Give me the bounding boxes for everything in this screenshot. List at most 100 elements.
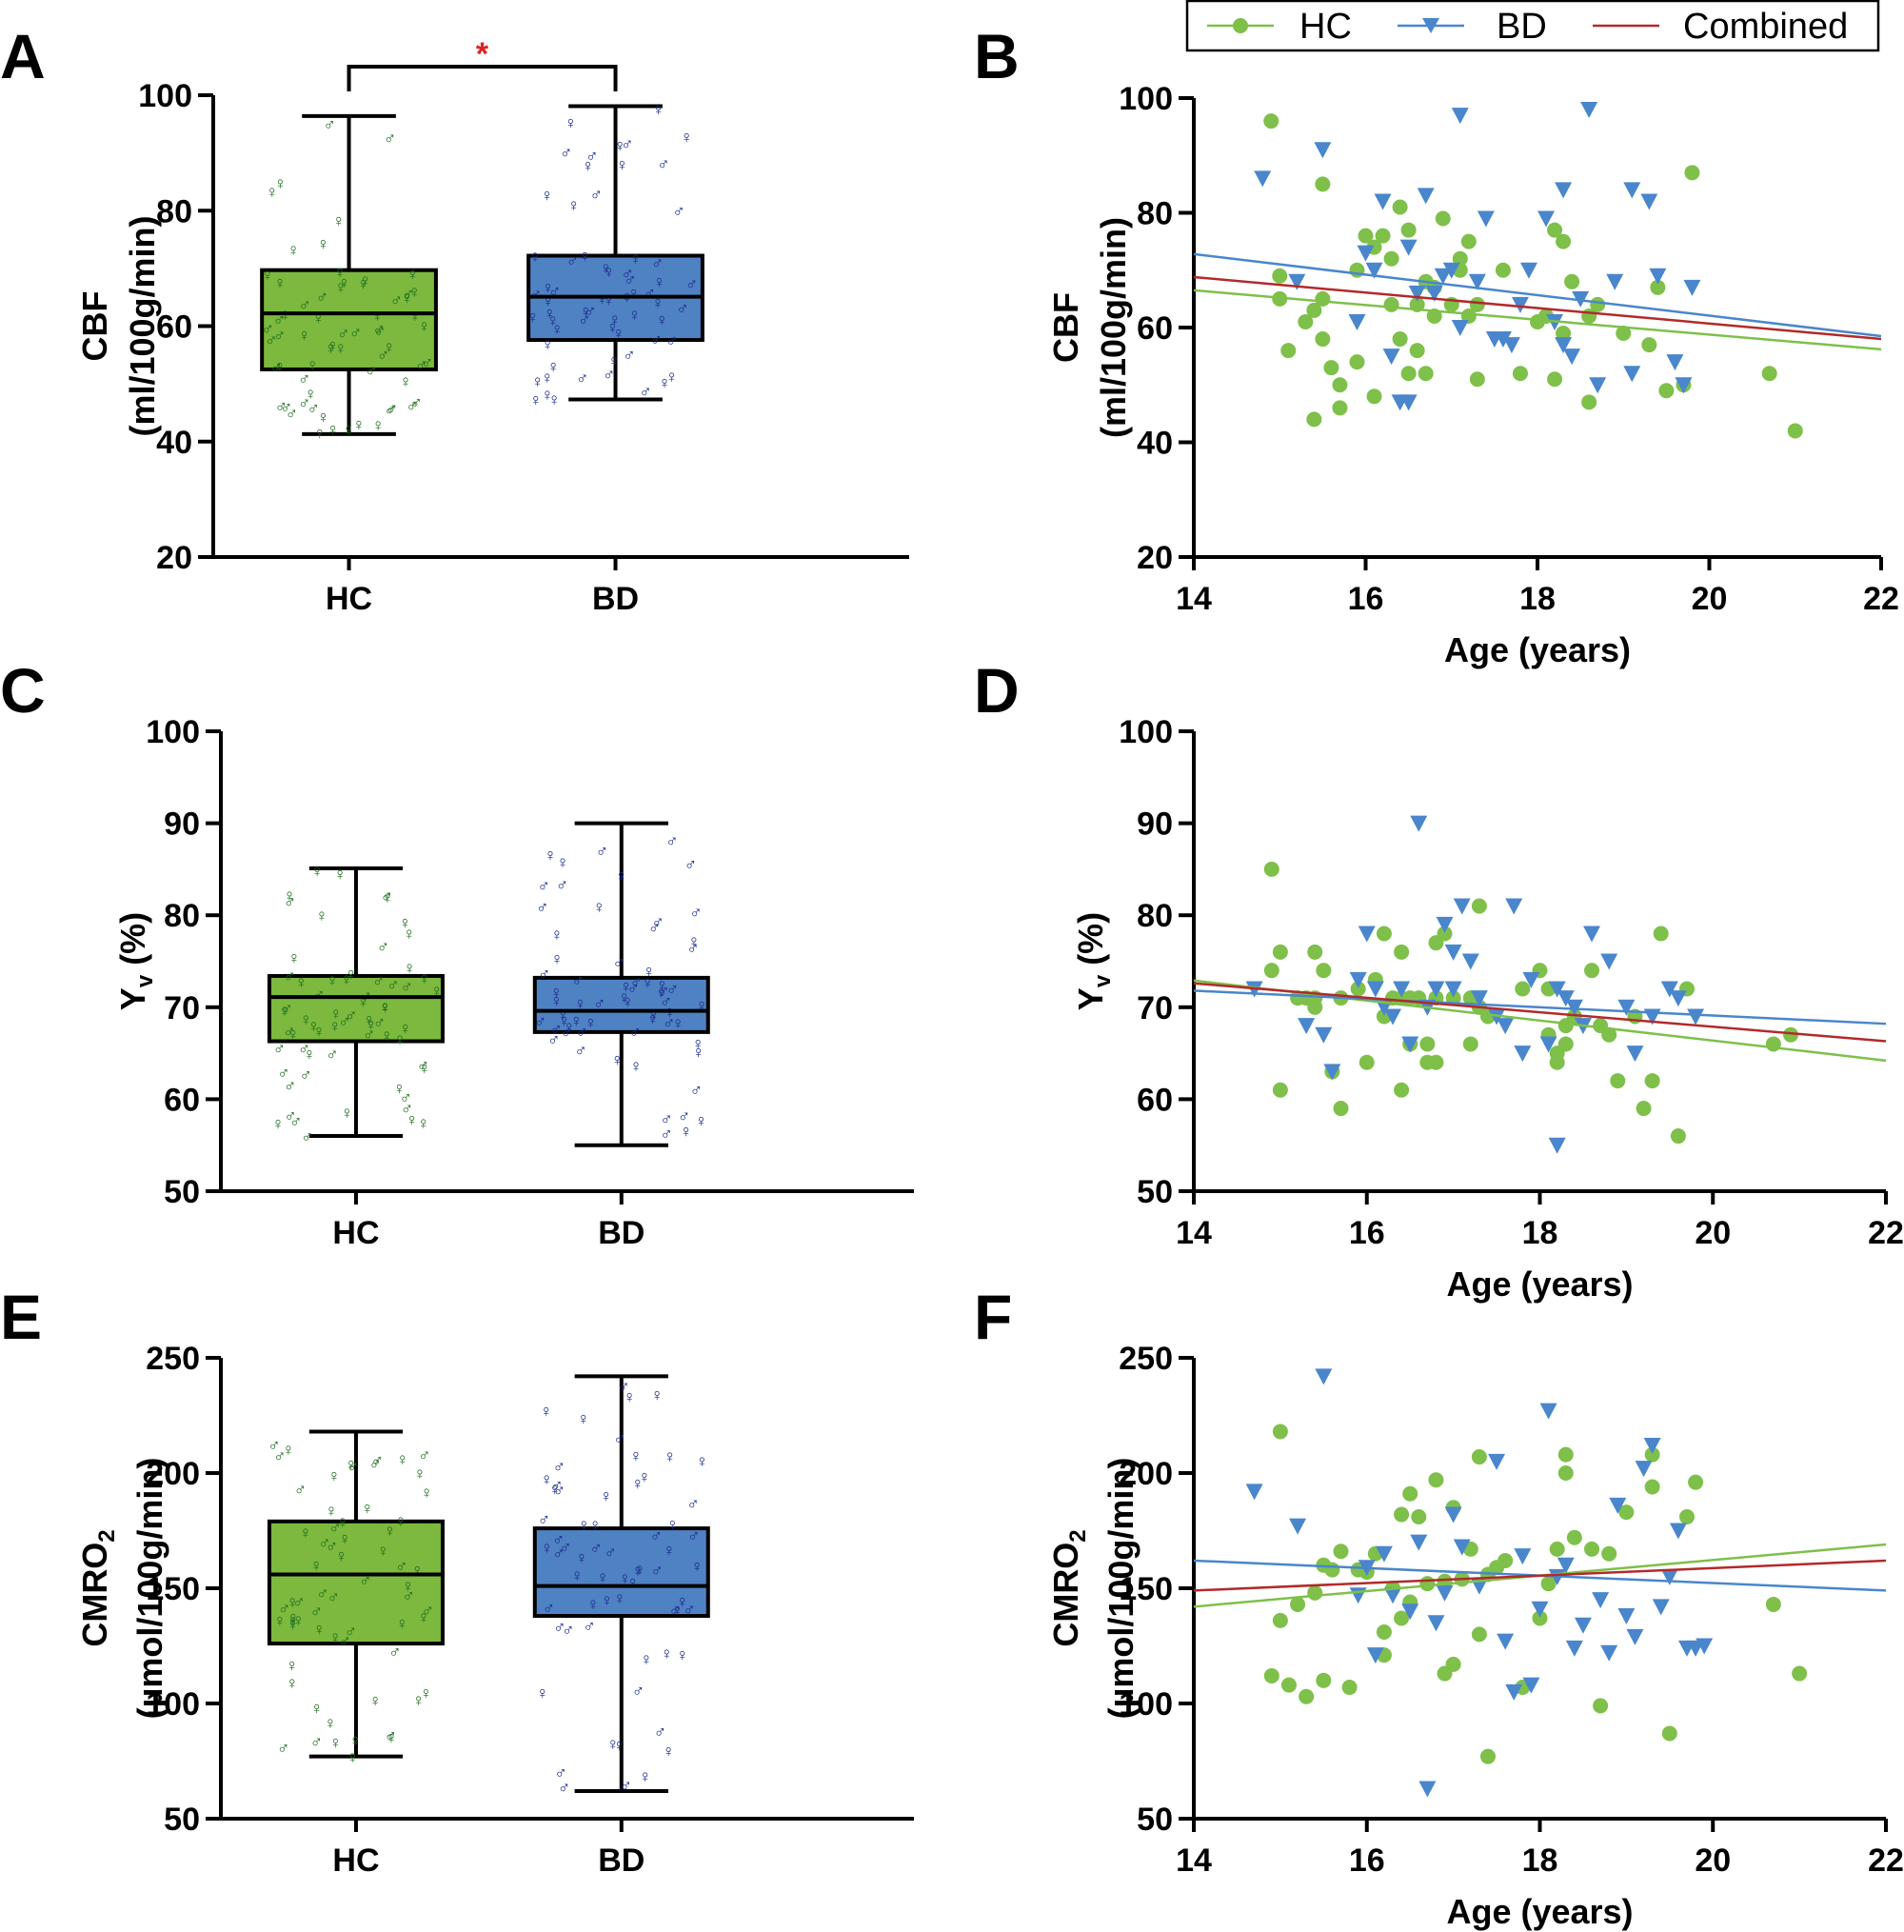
subject-point: ♀	[334, 865, 347, 884]
bd-point	[1640, 193, 1657, 209]
x-tick-label: 22	[1863, 581, 1899, 617]
subject-point: ♀	[550, 926, 564, 945]
box-bd: ♀♂♀♀♀♂♀♀♀♀♀♂♂ ♂♂♂♂♂♀♀♀♀♀♀♂♂♀♀♀♂♀♂♂♀♀♀♀♀♀♀…	[535, 1376, 708, 1797]
subject-point: ♂	[310, 1602, 324, 1621]
hc-point	[1315, 176, 1330, 191]
subject-point: ♀	[681, 128, 694, 147]
bd-point	[1427, 1615, 1444, 1631]
x-tick-label: 22	[1868, 1215, 1904, 1251]
hc-point	[1470, 371, 1485, 387]
hc-point	[1402, 1486, 1418, 1502]
subject-point: ♀	[332, 211, 346, 230]
subject-point: ♂	[277, 1064, 290, 1083]
legend-combined-label: Combined	[1683, 7, 1848, 47]
y-axis-label-subscript: 2	[94, 1529, 120, 1542]
subject-point: ♀	[417, 1607, 430, 1626]
bd-point	[1666, 354, 1683, 370]
subject-point: ♀	[596, 1568, 609, 1587]
hc-point	[1472, 1626, 1487, 1642]
bd-point	[1600, 1645, 1617, 1662]
subject-point: ♀	[406, 1110, 419, 1129]
bd-point	[1478, 211, 1495, 228]
y-tick-label: 250	[1119, 1341, 1173, 1377]
subject-point: ♂	[292, 1593, 306, 1612]
subject-point: ♂	[639, 383, 652, 402]
subject-point: ♀	[282, 1441, 295, 1460]
y-tick-label: 50	[1137, 1802, 1173, 1838]
subject-point: ♀	[696, 1451, 709, 1470]
y-axis-label: CMRO2 (µmol/100g/min)	[75, 1458, 169, 1720]
hc-point	[1662, 1725, 1677, 1741]
bd-point	[1410, 816, 1427, 832]
hc-point	[1376, 229, 1391, 244]
subject-point: ♀	[650, 1385, 664, 1404]
x-category-label: BD	[592, 581, 639, 617]
subject-point: ♂	[666, 980, 680, 999]
subject-point: ♀	[629, 1057, 643, 1076]
subject-point: ♀	[418, 1059, 431, 1078]
subject-point: ♀	[399, 371, 412, 390]
subject-point: ♀	[661, 1643, 674, 1663]
x-axis-label: Age (years)	[1446, 1892, 1633, 1931]
subject-point: ♂	[536, 898, 549, 917]
subject-point: ♀	[643, 962, 656, 981]
x-tick-label: 20	[1695, 1842, 1731, 1879]
subject-point: ♂	[621, 135, 634, 154]
panel-f: F 50 100 150 200 250 CMRO2 (µmol/100g/min) 14 16 1…	[974, 1282, 1904, 1931]
subject-point: ♀	[611, 1050, 625, 1069]
subject-point: ♀	[531, 372, 545, 391]
subject-point: ♀	[664, 1446, 677, 1465]
subject-point: ♀	[347, 1747, 360, 1766]
y-axis-label-subscript: 2	[1065, 1529, 1091, 1542]
hc-point	[1333, 1101, 1348, 1116]
subject-point: ♀	[579, 247, 592, 266]
subject-point: ♀	[536, 1683, 549, 1703]
subject-point: ♂	[604, 1544, 617, 1563]
subject-point: ♀	[326, 971, 339, 990]
subject-point: ♂	[310, 1733, 324, 1752]
hc-point	[1654, 926, 1669, 942]
subject-point: ♀	[407, 265, 420, 284]
subject-point: ♂	[632, 1682, 645, 1701]
bd-point	[1592, 1592, 1609, 1608]
subject-point: ♀	[575, 1548, 588, 1567]
y-tick-label: 20	[156, 540, 192, 576]
hc-point	[1290, 1597, 1305, 1612]
bd-point	[1653, 1599, 1670, 1615]
hc-point	[1333, 1544, 1348, 1559]
x-tick-label: 14	[1176, 1842, 1212, 1879]
y-tick-label: 100	[146, 714, 200, 750]
subject-point: ♀	[286, 1656, 299, 1675]
subject-point: ♀	[623, 1387, 636, 1406]
series-hc	[1264, 862, 1798, 1144]
subject-point: ♀	[542, 291, 555, 310]
hc-point	[1307, 945, 1322, 960]
subject-point: ♂	[686, 1495, 700, 1514]
subject-point: ♂	[649, 1526, 663, 1545]
hc-point	[1515, 981, 1530, 996]
hc-point	[1581, 394, 1597, 409]
x-tick-label: 18	[1519, 581, 1556, 617]
bd-point	[1636, 1461, 1653, 1477]
y-tick-label: 250	[146, 1341, 200, 1377]
hc-point	[1315, 331, 1330, 347]
hc-point	[1497, 1553, 1513, 1568]
bd-point	[1289, 1519, 1306, 1535]
y-tick-label: 90	[1137, 807, 1173, 843]
subject-point: ♀	[640, 1650, 653, 1669]
significance-star: *	[476, 36, 489, 72]
x-tick-label: 20	[1695, 1215, 1731, 1251]
subject-point: ♀	[613, 1589, 626, 1608]
subject-point: ♀	[577, 1409, 590, 1428]
bd-point	[1409, 286, 1426, 302]
y-axis-label-units: (ml/100g/min)	[123, 215, 162, 436]
x-tick-label: 16	[1348, 581, 1384, 617]
subject-point: ♂	[613, 1429, 626, 1448]
hc-point	[1332, 400, 1347, 415]
x-category-label: BD	[598, 1842, 645, 1879]
y-tick-label: 80	[1137, 196, 1173, 232]
hc-point	[1324, 1563, 1339, 1578]
y-tick-label: 60	[164, 1082, 200, 1118]
hc-point	[1419, 1036, 1435, 1051]
subject-point: ♀	[585, 1013, 598, 1032]
